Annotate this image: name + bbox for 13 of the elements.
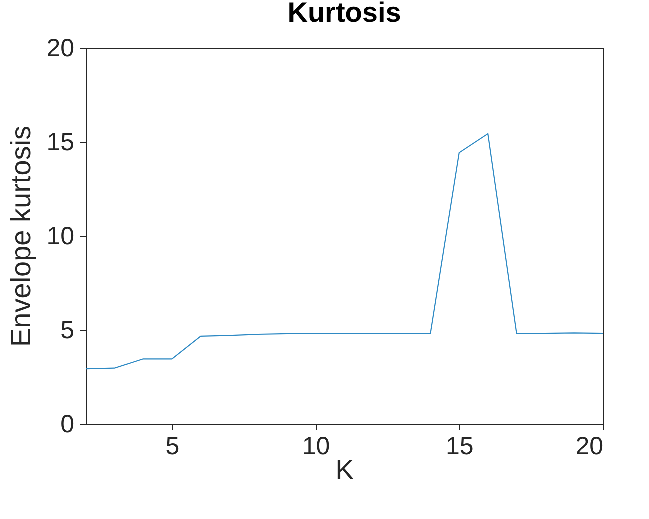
x-axis-title: K	[336, 454, 355, 486]
chart-title: Kurtosis	[288, 0, 402, 28]
y-tick-label: 5	[60, 316, 74, 344]
y-axis-title: Envelope kurtosis	[6, 126, 37, 348]
y-tick-label: 10	[46, 222, 74, 250]
x-tick-label: 5	[166, 432, 180, 460]
y-tick-label: 0	[60, 410, 74, 438]
y-tick-label: 20	[46, 34, 74, 62]
x-tick-label: 10	[302, 432, 330, 460]
x-tick-label: 15	[446, 432, 474, 460]
line-series	[86, 133, 603, 370]
x-tick-label: 20	[576, 432, 604, 460]
y-tick-label: 15	[46, 128, 74, 156]
